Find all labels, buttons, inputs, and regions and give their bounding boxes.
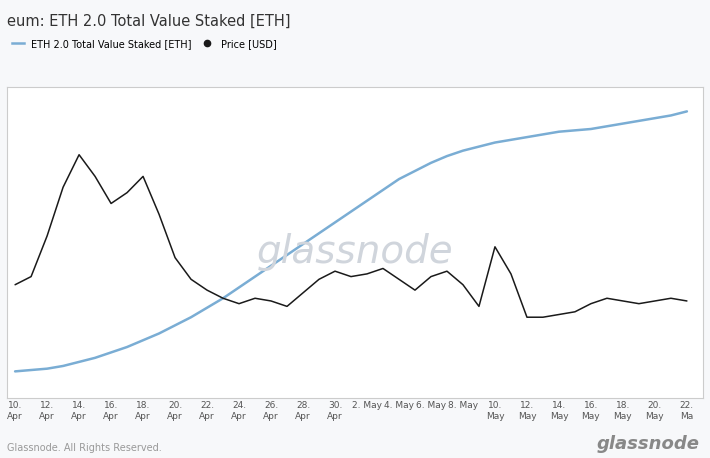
Legend: ETH 2.0 Total Value Staked [ETH], Price [USD]: ETH 2.0 Total Value Staked [ETH], Price … bbox=[12, 39, 277, 49]
Text: glassnode: glassnode bbox=[257, 233, 453, 271]
Text: Glassnode. All Rights Reserved.: Glassnode. All Rights Reserved. bbox=[7, 443, 162, 453]
Text: glassnode: glassnode bbox=[596, 436, 699, 453]
Text: eum: ETH 2.0 Total Value Staked [ETH]: eum: ETH 2.0 Total Value Staked [ETH] bbox=[7, 14, 290, 29]
